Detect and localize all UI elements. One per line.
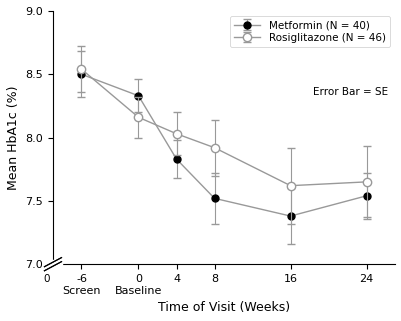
Y-axis label: Mean HbA1c (%): Mean HbA1c (%) (7, 85, 20, 190)
Legend: Metformin (N = 40), Rosiglitazone (N = 46): Metformin (N = 40), Rosiglitazone (N = 4… (229, 16, 389, 47)
Text: Error Bar = SE: Error Bar = SE (312, 87, 387, 97)
X-axis label: Time of Visit (Weeks): Time of Visit (Weeks) (158, 301, 290, 314)
Text: 0: 0 (43, 274, 49, 284)
Bar (44, 260, 61, 270)
